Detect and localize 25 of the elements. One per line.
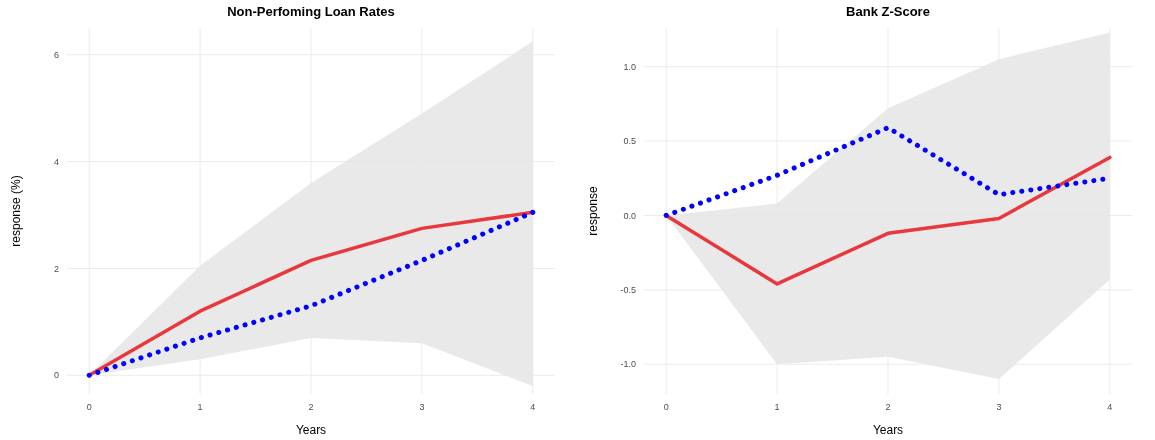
x-tick-label: 1	[197, 402, 203, 412]
y-tick-label: 2	[53, 263, 59, 274]
y-tick-label: 0.0	[623, 210, 636, 221]
y-axis-title: response (%)	[9, 175, 23, 247]
y-tick-label: 0	[53, 370, 59, 381]
x-tick-label: 4	[1107, 402, 1113, 412]
y-tick-label: 1.0	[623, 61, 636, 72]
x-axis-title: Years	[295, 423, 327, 437]
y-tick-label: 4	[53, 156, 59, 167]
x-axis-title: Years	[872, 423, 904, 437]
x-tick-label: 3	[996, 402, 1002, 412]
x-tick-label: 4	[530, 402, 536, 412]
x-tick-label: 2	[885, 402, 891, 412]
x-tick-label: 0	[86, 402, 92, 412]
chart-title: Bank Z-Score	[846, 4, 930, 19]
y-tick-label: 6	[53, 49, 59, 60]
chart-title: Non-Perfoming Loan Rates	[227, 4, 395, 19]
x-tick-label: 3	[419, 402, 425, 412]
x-tick-label: 2	[308, 402, 314, 412]
y-axis-title: response	[586, 186, 600, 236]
y-tick-label: -0.5	[620, 285, 636, 295]
y-tick-label: 0.5	[623, 136, 636, 147]
y-tick-label: -1.0	[620, 359, 636, 370]
x-tick-label: 1	[774, 402, 780, 412]
x-tick-label: 0	[663, 402, 669, 412]
